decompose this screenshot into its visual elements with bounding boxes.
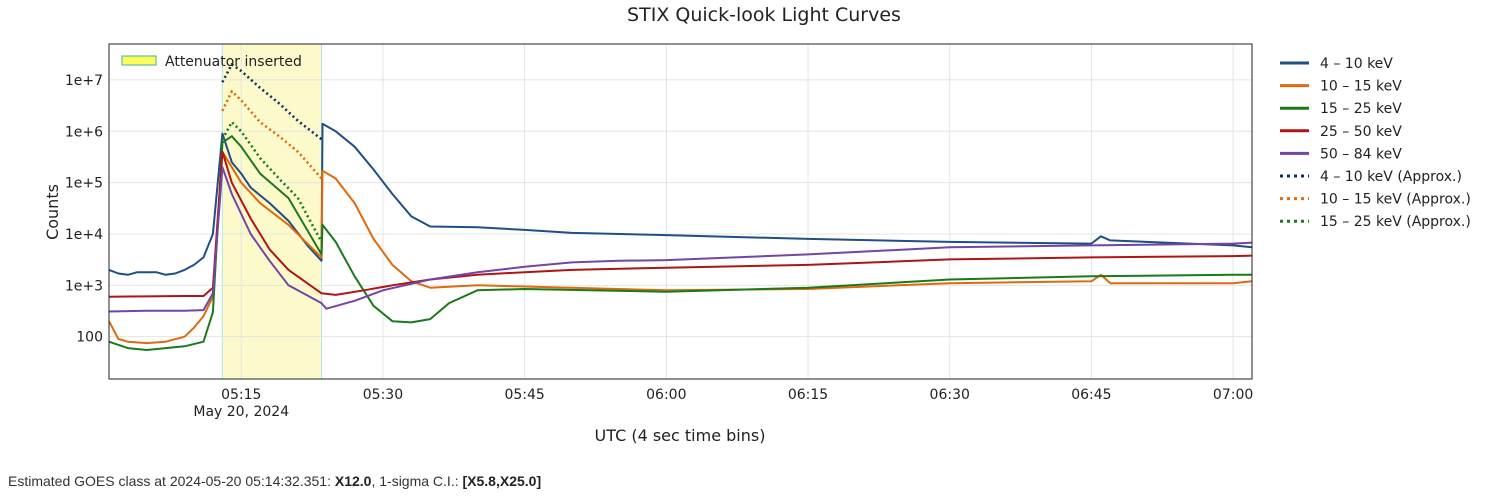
y-tick-label: 100 — [76, 330, 103, 346]
x-axis-title: UTC (4 sec time bins) — [595, 426, 766, 445]
series-line — [109, 166, 1252, 313]
legend-entry: 10 – 15 keV — [1320, 79, 1402, 95]
x-tick-label: 07:00 — [1213, 387, 1253, 403]
legend-entry: 10 – 15 keV (Approx.) — [1320, 192, 1471, 208]
series-line — [109, 150, 1252, 298]
series-line — [109, 150, 1252, 345]
x-tick-label: 06:30 — [930, 387, 970, 403]
attenuator-legend-swatch — [121, 55, 157, 66]
y-tick-label: 1e+5 — [65, 176, 103, 192]
series-group — [109, 63, 1252, 351]
legend-entry: 25 – 50 keV — [1320, 124, 1402, 140]
series-line — [221, 63, 323, 141]
y-tick-label: 1e+6 — [65, 124, 103, 140]
x-tick-label: 06:45 — [1071, 387, 1111, 403]
x-tick-label: 06:00 — [646, 387, 686, 403]
attenuator-legend-label: Attenuator inserted — [165, 54, 302, 70]
legend-entry: 4 – 10 keV — [1320, 56, 1393, 72]
goes-class-value: X12.0 — [334, 473, 372, 489]
legend-entry: 50 – 84 keV — [1320, 146, 1402, 162]
x-tick-label: 05:45 — [504, 387, 544, 403]
x-tick-label: 06:15 — [788, 387, 828, 403]
y-tick-label: 1e+3 — [65, 278, 103, 294]
legend-entry: 15 – 25 keV (Approx.) — [1320, 214, 1471, 230]
light-curve-chart: STIX Quick-look Light Curves 100 1e+3 1e+4… — [43, 4, 1471, 445]
legend-entry: 15 – 25 keV — [1320, 101, 1402, 117]
x-tick-label: 05:30 — [363, 387, 403, 403]
legend: 4 – 10 keV 10 – 15 keV 15 – 25 keV 25 – 50 … — [1280, 56, 1471, 230]
x-tick-label: 05:15 — [221, 387, 261, 403]
confidence-interval-value: [X5.8,X25.0] — [462, 473, 542, 489]
y-tick-label: 1e+4 — [65, 227, 103, 243]
series-line — [109, 122, 1252, 276]
x-date-label: May 20, 2024 — [193, 404, 289, 420]
y-axis-title: Counts — [43, 184, 62, 240]
goes-class-estimate: Estimated GOES class at 2024-05-20 05:14… — [8, 473, 541, 489]
series-line — [221, 120, 323, 243]
legend-entry: 4 – 10 keV (Approx.) — [1320, 169, 1462, 185]
confidence-interval-prefix: , 1-sigma C.I.: — [371, 473, 463, 489]
series-line — [221, 90, 323, 180]
goes-estimate-prefix: Estimated GOES class at 2024-05-20 05:14… — [8, 473, 335, 489]
plot-frame — [108, 43, 1253, 380]
chart-title: STIX Quick-look Light Curves — [627, 4, 901, 26]
series-line — [109, 135, 1252, 351]
y-tick-label: 1e+7 — [65, 73, 103, 89]
